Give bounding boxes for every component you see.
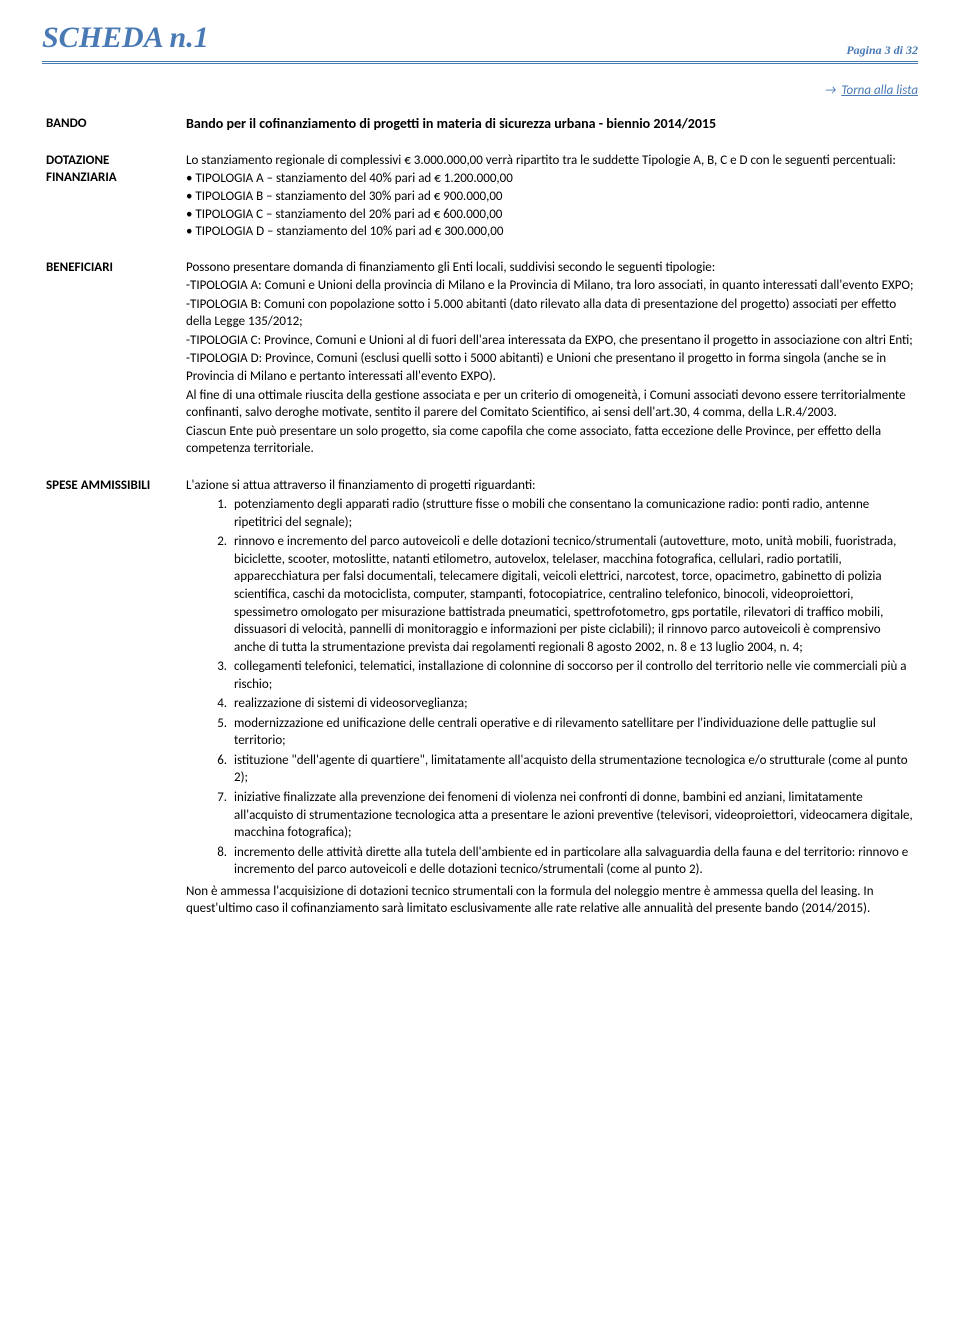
spese-intro: L'azione si attua attraverso il finanzia…: [186, 477, 914, 495]
label-beneficiari: BENEFICIARI: [42, 255, 182, 473]
dotazione-content: Lo stanziamento regionale di complessivi…: [182, 148, 918, 255]
dotazione-line: • TIPOLOGIA D – stanziamento del 10% par…: [186, 223, 914, 241]
beneficiari-text: -TIPOLOGIA D: Province, Comuni (esclusi …: [186, 350, 914, 385]
spese-item: realizzazione di sistemi di videosorvegl…: [230, 695, 914, 713]
beneficiari-text: -TIPOLOGIA B: Comuni con popolazione sot…: [186, 296, 914, 331]
label-spese: SPESE AMMISSIBILI: [42, 473, 182, 933]
spese-item: collegamenti telefonici, telematici, ins…: [230, 658, 914, 693]
beneficiari-text: Possono presentare domanda di finanziame…: [186, 259, 914, 277]
arrow-icon: →: [825, 82, 837, 100]
spese-item: iniziative finalizzate alla prevenzione …: [230, 789, 914, 842]
dotazione-line: • TIPOLOGIA C – stanziamento del 20% par…: [186, 206, 914, 224]
spese-item: istituzione "dell'agente di quartiere", …: [230, 752, 914, 787]
beneficiari-text: -TIPOLOGIA C: Province, Comuni e Unioni …: [186, 332, 914, 350]
beneficiari-text: Ciascun Ente può presentare un solo prog…: [186, 423, 914, 458]
content-table: BANDO Bando per il cofinanziamento di pr…: [42, 111, 918, 933]
spese-item: modernizzazione ed unificazione delle ce…: [230, 715, 914, 750]
document-title: SCHEDA n.1: [42, 18, 209, 59]
spese-item: incremento delle attività dirette alla t…: [230, 844, 914, 879]
label-dotazione: DOTAZIONE FINANZIARIA: [42, 148, 182, 255]
page-header: SCHEDA n.1 Pagina 3 di 32: [42, 18, 918, 64]
spese-item: rinnovo e incremento del parco autoveico…: [230, 533, 914, 656]
label-bando: BANDO: [42, 111, 182, 148]
spese-list: potenziamento degli apparati radio (stru…: [186, 496, 914, 878]
spese-item: potenziamento degli apparati radio (stru…: [230, 496, 914, 531]
spese-content: L'azione si attua attraverso il finanzia…: [182, 473, 918, 933]
beneficiari-content: Possono presentare domanda di finanziame…: [182, 255, 918, 473]
spese-outro: Non è ammessa l'acquisizione di dotazion…: [186, 883, 914, 918]
back-to-list-link[interactable]: Torna alla lista: [841, 83, 918, 98]
back-link-row: → Torna alla lista: [42, 82, 918, 100]
dotazione-intro: Lo stanziamento regionale di complessivi…: [186, 152, 914, 170]
beneficiari-text: Al fine di una ottimale riuscita della g…: [186, 387, 914, 422]
dotazione-line: • TIPOLOGIA B – stanziamento del 30% par…: [186, 188, 914, 206]
dotazione-line: • TIPOLOGIA A – stanziamento del 40% par…: [186, 170, 914, 188]
beneficiari-text: -TIPOLOGIA A: Comuni e Unioni della prov…: [186, 277, 914, 295]
bando-title: Bando per il cofinanziamento di progetti…: [186, 115, 914, 134]
page-number: Pagina 3 di 32: [846, 42, 918, 58]
